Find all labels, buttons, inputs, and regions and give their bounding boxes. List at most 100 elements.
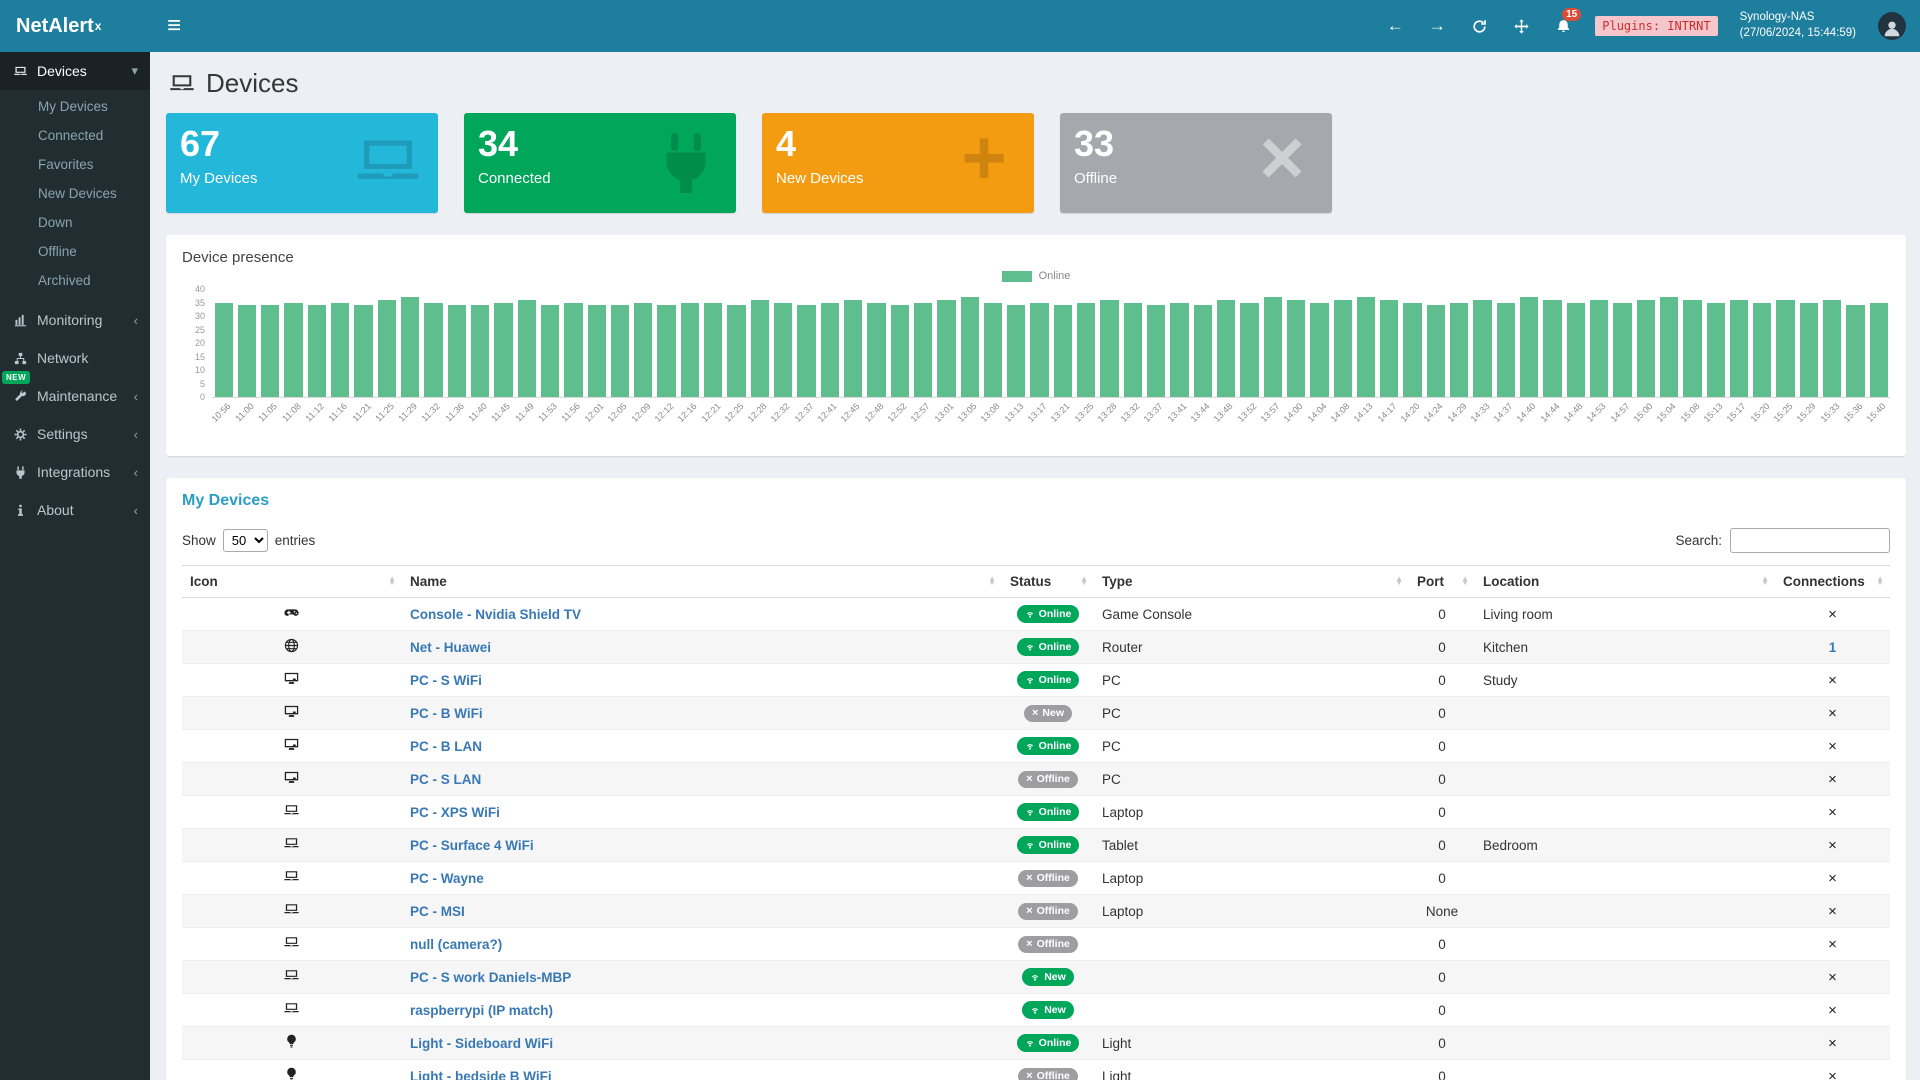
chart-bar xyxy=(1846,305,1865,397)
sidebar-subitem-connected[interactable]: Connected xyxy=(38,128,104,143)
nav-forward-icon[interactable]: → xyxy=(1428,16,1446,35)
status-badge: Online xyxy=(1016,737,1080,755)
connection-count-link[interactable]: 1 xyxy=(1828,639,1837,655)
sidebar-subitem-favorites[interactable]: Favorites xyxy=(38,157,94,172)
plugins-status-badge[interactable]: Plugins: INTRNT xyxy=(1595,16,1718,36)
sidebar-item-monitoring[interactable]: Monitoring ‹ xyxy=(0,301,150,339)
device-location-cell xyxy=(1475,1026,1775,1060)
device-name-link[interactable]: Light - bedside B WiFi xyxy=(410,1068,552,1080)
column-header-status[interactable]: Status ▲ ▼ xyxy=(1002,565,1094,598)
device-status-cell: × Offline xyxy=(1002,861,1094,895)
chart-bar xyxy=(587,305,606,397)
x-tick: 14:20 xyxy=(1399,398,1422,444)
sidebar-subitem-down[interactable]: Down xyxy=(38,215,73,230)
x-tick: 13:13 xyxy=(1002,398,1025,444)
sidebar-subitem-new-devices[interactable]: New Devices xyxy=(38,186,117,201)
page-title-text: Devices xyxy=(206,68,299,98)
device-icon-cell xyxy=(182,696,402,730)
app-logo-sup: x xyxy=(94,19,102,33)
device-name-link[interactable]: Light - Sideboard WiFi xyxy=(410,1035,554,1051)
sidebar-subitem-my-devices[interactable]: My Devices xyxy=(38,99,108,114)
summary-card-new-devices[interactable]: 4 New Devices + xyxy=(762,113,1034,213)
column-header-label: Icon xyxy=(190,574,218,589)
device-type-cell: PC xyxy=(1094,762,1409,796)
chart-bar xyxy=(1473,299,1492,397)
nav-back-icon[interactable]: ← xyxy=(1386,16,1404,35)
x-tick: 15:17 xyxy=(1725,398,1748,444)
status-badge-label: Online xyxy=(1038,673,1072,686)
device-port-cell: 0 xyxy=(1409,993,1475,1027)
device-connections-cell: × xyxy=(1775,894,1890,928)
search-input[interactable] xyxy=(1730,528,1890,553)
table-row: Net - Huawei Online Router 0 Kitchen 1 xyxy=(182,630,1890,664)
refresh-icon[interactable] xyxy=(1469,16,1489,36)
device-name-link[interactable]: Console - Nvidia Shield TV xyxy=(410,606,582,622)
sidebar-subitem-archived[interactable]: Archived xyxy=(38,273,91,288)
sidebar-item-about[interactable]: About ‹ xyxy=(0,491,150,529)
status-badge: Online xyxy=(1016,803,1080,821)
device-name-link[interactable]: PC - S LAN xyxy=(410,771,482,787)
column-header-type[interactable]: Type ▲ ▼ xyxy=(1094,565,1409,598)
desktop-icon xyxy=(283,736,301,754)
device-name-link[interactable]: raspberrypi (IP match) xyxy=(410,1002,554,1018)
device-location-cell xyxy=(1475,927,1775,961)
device-connections-cell: 1 xyxy=(1775,630,1890,664)
device-icon-cell xyxy=(182,630,402,664)
sidebar-item-integrations[interactable]: Integrations ‹ xyxy=(0,453,150,491)
device-name-link[interactable]: PC - Wayne xyxy=(410,870,484,886)
column-header-connections[interactable]: Connections ▲ ▼ xyxy=(1775,565,1890,598)
summary-card-connected[interactable]: 34 Connected xyxy=(464,113,736,213)
laptop-icon xyxy=(283,802,301,820)
column-header-icon[interactable]: Icon ▲ ▼ xyxy=(182,565,402,598)
device-name-cell: PC - S work Daniels-MBP xyxy=(402,960,1002,994)
user-avatar[interactable] xyxy=(1878,12,1906,40)
sidebar-item-label: Maintenance xyxy=(37,388,118,404)
no-connection-x-icon: × xyxy=(1828,737,1837,755)
sidebar-item-devices[interactable]: Devices ▾ xyxy=(0,52,150,90)
x-tick-label: 14:53 xyxy=(1585,401,1609,425)
notifications-bell-icon[interactable]: 15 xyxy=(1553,8,1582,36)
chart-bar xyxy=(1566,302,1585,397)
device-name-link[interactable]: PC - Surface 4 WiFi xyxy=(410,837,534,853)
desktop-icon xyxy=(283,670,301,688)
device-name-link[interactable]: PC - S work Daniels-MBP xyxy=(410,969,572,985)
sidebar-toggle-icon[interactable]: ≡ xyxy=(166,12,181,39)
device-port-cell: 0 xyxy=(1409,828,1475,862)
device-icon-cell xyxy=(182,795,402,829)
page-size-select[interactable]: 50 xyxy=(222,529,268,552)
x-tick-label: 11:29 xyxy=(396,401,420,424)
app-logo[interactable]: NetAlert x xyxy=(0,0,150,52)
device-icon-cell xyxy=(182,663,402,697)
status-badge: New xyxy=(1022,1001,1074,1019)
x-tick-label: 11:56 xyxy=(559,401,583,424)
column-header-label: Type xyxy=(1102,574,1133,589)
sidebar-item-maintenance[interactable]: NEW Maintenance ‹ xyxy=(0,371,150,415)
device-name-link[interactable]: PC - XPS WiFi xyxy=(410,804,500,820)
column-header-location[interactable]: Location ▲ ▼ xyxy=(1475,565,1775,598)
sidebar-item-settings[interactable]: Settings ‹ xyxy=(0,415,150,453)
device-name-cell: PC - XPS WiFi xyxy=(402,795,1002,829)
x-tick-label: 14:17 xyxy=(1375,401,1399,425)
x-icon: × xyxy=(1026,904,1033,917)
device-name-link[interactable]: PC - B LAN xyxy=(410,738,482,754)
device-name-cell: Light - bedside B WiFi xyxy=(402,1059,1002,1080)
column-header-port[interactable]: Port ▲ ▼ xyxy=(1409,565,1475,598)
device-name-link[interactable]: null (camera?) xyxy=(410,936,503,952)
summary-card-offline[interactable]: 33 Offline × xyxy=(1060,113,1332,213)
summary-card-my-devices[interactable]: 67 My Devices xyxy=(166,113,438,213)
device-location-cell: Study xyxy=(1475,663,1775,697)
device-name-link[interactable]: PC - B WiFi xyxy=(410,705,483,721)
device-icon-cell xyxy=(182,828,402,862)
x-tick-label: 11:53 xyxy=(536,401,559,424)
device-connections-cell: × xyxy=(1775,762,1890,796)
device-name-link[interactable]: Net - Huawei xyxy=(410,639,492,655)
column-header-name[interactable]: Name ▲ ▼ xyxy=(402,565,1002,598)
chart-bar xyxy=(1823,299,1842,397)
move-panels-icon[interactable] xyxy=(1511,16,1531,36)
device-name-link[interactable]: PC - S WiFi xyxy=(410,672,482,688)
sidebar-item-network[interactable]: Network xyxy=(0,339,150,377)
device-name-link[interactable]: PC - MSI xyxy=(410,903,465,919)
device-connections-cell: × xyxy=(1775,993,1890,1027)
table-row: PC - S WiFi Online PC 0 Study × xyxy=(182,663,1890,697)
sidebar-subitem-offline[interactable]: Offline xyxy=(38,244,77,259)
